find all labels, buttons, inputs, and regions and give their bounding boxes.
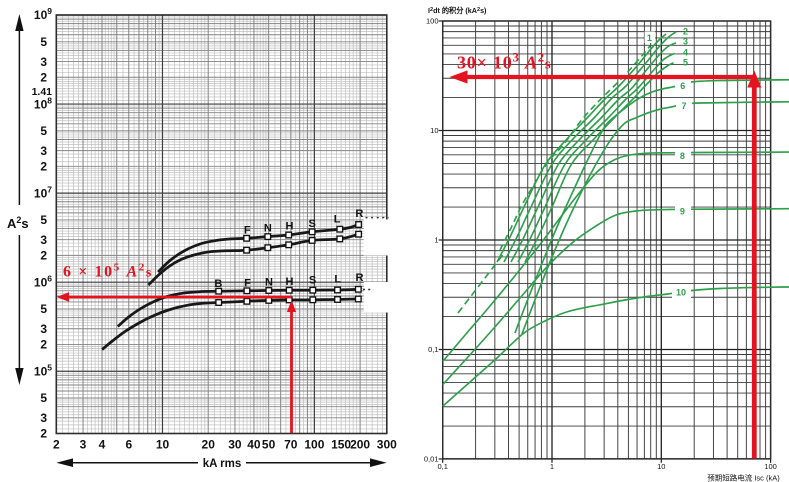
svg-text:300: 300 (377, 438, 397, 452)
svg-text:3: 3 (40, 55, 47, 69)
svg-text:50: 50 (262, 438, 276, 452)
svg-text:H: H (286, 276, 294, 288)
svg-text:105: 105 (34, 362, 52, 378)
svg-text:6: 6 (680, 81, 685, 91)
svg-text:5: 5 (683, 57, 688, 67)
svg-text:107: 107 (34, 184, 52, 200)
svg-text:R: R (355, 208, 363, 220)
svg-text:1: 1 (434, 236, 438, 245)
svg-text:100: 100 (304, 438, 324, 452)
svg-text:4: 4 (99, 438, 106, 452)
svg-text:R: R (356, 272, 364, 284)
svg-text:kA rms: kA rms (203, 458, 242, 470)
svg-text:3: 3 (40, 322, 47, 336)
svg-text:5: 5 (40, 391, 47, 405)
svg-text:N: N (265, 277, 273, 289)
svg-text:A2s: A2s (7, 215, 29, 231)
svg-text:2: 2 (40, 249, 47, 263)
svg-text:4: 4 (683, 47, 688, 57)
svg-text:2: 2 (683, 27, 688, 37)
svg-text:10: 10 (676, 288, 686, 298)
svg-text:5: 5 (40, 302, 47, 316)
svg-text:1: 1 (647, 33, 652, 43)
svg-text:3: 3 (40, 233, 47, 247)
svg-text:0,1: 0,1 (428, 345, 438, 354)
svg-text:S: S (309, 275, 316, 287)
svg-text:8: 8 (680, 151, 685, 161)
svg-text:F: F (244, 278, 251, 290)
svg-text:2: 2 (40, 71, 47, 85)
svg-text:I2dt 的积分 (kA2s): I2dt 的积分 (kA2s) (428, 6, 487, 15)
svg-text:20: 20 (202, 438, 216, 452)
svg-text:2: 2 (40, 427, 47, 441)
svg-text:H: H (286, 221, 294, 233)
svg-text:B: B (214, 278, 222, 290)
svg-text:6 × 105 A2s: 6 × 105 A2s (63, 262, 153, 281)
svg-text:10: 10 (430, 126, 438, 135)
svg-text:108: 108 (34, 95, 52, 111)
svg-text:6: 6 (125, 438, 132, 452)
svg-text:0,01: 0,01 (424, 455, 439, 464)
svg-text:106: 106 (34, 273, 52, 289)
svg-text:S: S (309, 218, 316, 230)
svg-text:70: 70 (284, 438, 298, 452)
svg-text:N: N (264, 223, 272, 235)
svg-text:10: 10 (657, 462, 665, 471)
svg-text:5: 5 (40, 213, 47, 227)
svg-text:3: 3 (40, 411, 47, 425)
svg-text:L: L (334, 274, 341, 286)
svg-text:3: 3 (683, 37, 688, 47)
svg-text:2: 2 (40, 338, 47, 352)
svg-text:5: 5 (40, 35, 47, 49)
svg-text:200: 200 (350, 438, 370, 452)
svg-text:1: 1 (550, 462, 554, 471)
svg-text:100: 100 (426, 17, 439, 26)
svg-text:3: 3 (80, 438, 87, 452)
svg-text:30× 103 A2s: 30× 103 A2s (457, 51, 551, 73)
svg-text:40: 40 (247, 438, 261, 452)
svg-text:5: 5 (40, 124, 47, 138)
svg-text:预期短路电流 Isc (kA): 预期短路电流 Isc (kA) (707, 473, 780, 482)
svg-text:30: 30 (228, 438, 242, 452)
svg-text:3: 3 (40, 144, 47, 158)
svg-text:9: 9 (680, 207, 685, 217)
svg-text:2: 2 (53, 438, 60, 452)
svg-text:109: 109 (34, 6, 52, 22)
svg-text:1.41: 1.41 (32, 86, 53, 98)
svg-text:L: L (334, 214, 341, 226)
svg-text:0,1: 0,1 (437, 462, 447, 471)
svg-text:7: 7 (681, 101, 686, 111)
svg-text:10: 10 (156, 438, 170, 452)
svg-text:2: 2 (40, 160, 47, 174)
svg-text:150: 150 (331, 438, 351, 452)
svg-text:100: 100 (764, 462, 777, 471)
svg-text:F: F (244, 225, 251, 237)
